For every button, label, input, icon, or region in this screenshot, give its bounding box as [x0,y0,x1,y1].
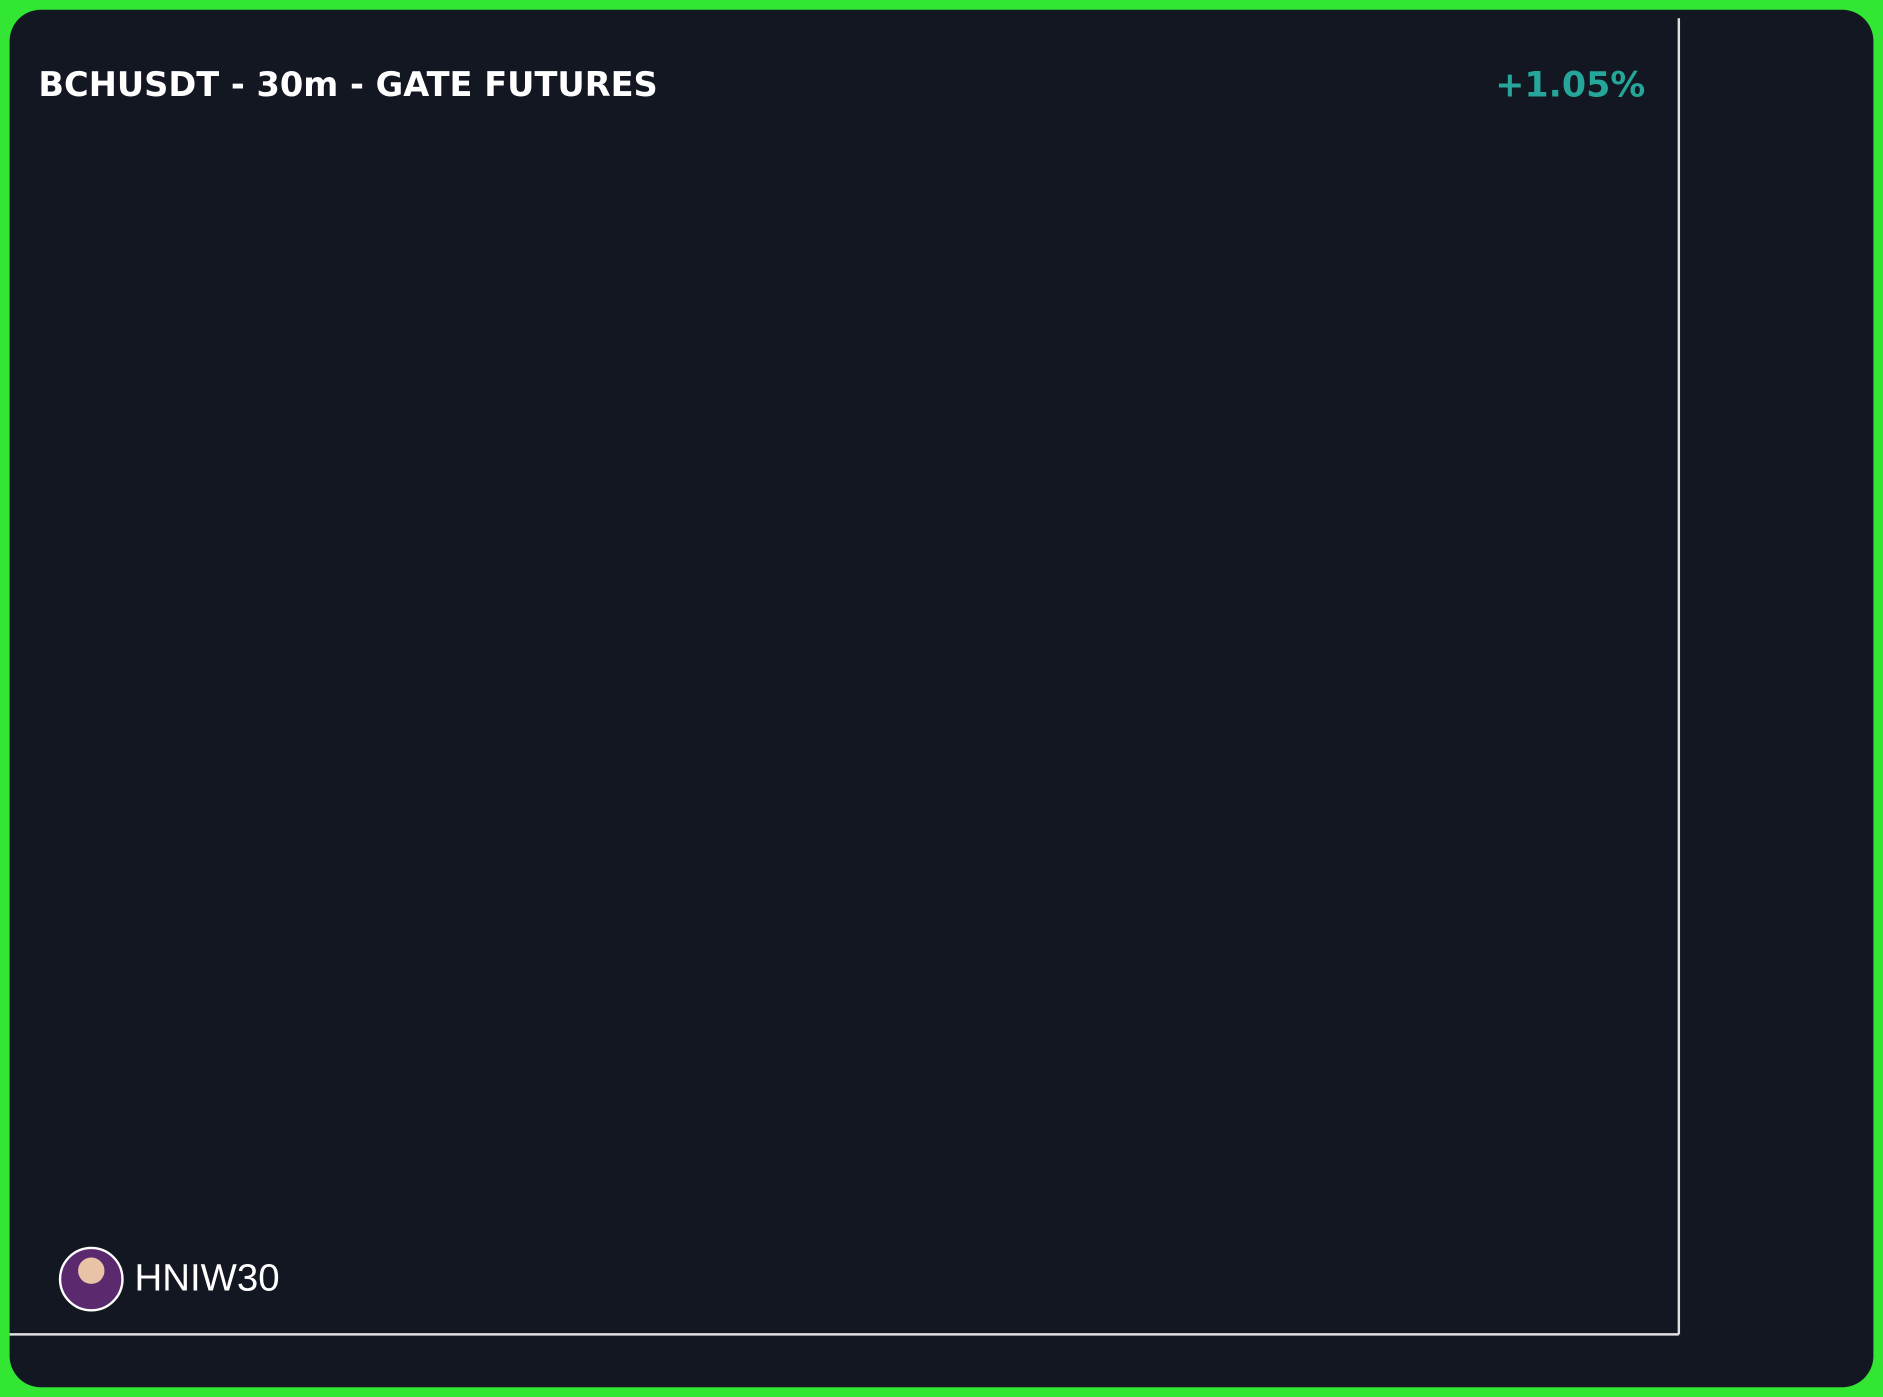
chart-title: BCHUSDT - 30m - GATE FUTURES [38,65,657,104]
change-label: +1.05% [1495,66,1645,106]
avatar-face [78,1257,105,1284]
watermark: HNIW30 [135,1256,280,1299]
chart-background [9,9,1874,1388]
